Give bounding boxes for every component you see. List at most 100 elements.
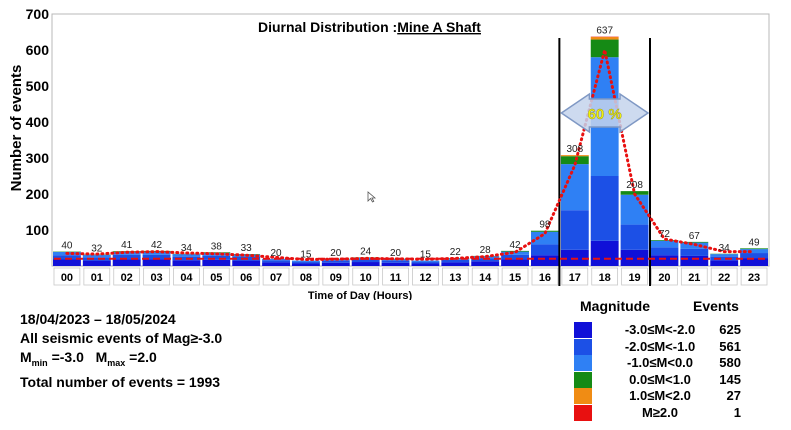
legend-header-magnitude: Magnitude [580,298,650,314]
legend-row: M≥2.0 1 [572,404,787,421]
legend-row: 0.0≤M<1.0 145 [572,371,787,388]
x-tick-label: 08 [300,272,312,284]
bar-total-label: 208 [626,180,643,191]
bar-segment [142,251,171,255]
bar-segment [710,256,739,261]
legend-events-count: 561 [719,338,741,354]
bar-segment [53,255,81,260]
x-tick-box [322,267,350,286]
bar-segment [590,176,619,241]
legend-row: -2.0≤M<-1.0 561 [572,338,787,355]
bar-total-label: 32 [91,243,103,254]
bar-total-label: 308 [566,144,583,155]
bar-total-label: 20 [271,248,283,259]
y-tick-label: 300 [26,150,50,166]
x-tick-label: 06 [240,272,252,284]
double-arrow-shape [560,92,650,134]
bar-total-label: 42 [510,240,522,251]
mmin-value: =-3.0 [47,349,84,365]
x-tick-box [83,267,111,286]
bar-segment [232,260,261,266]
chart-title-main: Diurnal Distribution : [258,19,397,35]
magnitude-range: Mmin =-3.0 Mmax =2.0 [20,348,222,373]
events-description: All seismic events of Mag≥-3.0 [20,330,223,346]
bar-segment [351,262,380,266]
bar-segment [351,259,380,263]
bar-segment [82,260,111,266]
legend-row: 1.0≤M<2.0 27 [572,388,787,404]
bar-segment [620,224,649,250]
x-tick-box [352,267,380,286]
bar-segment [740,258,768,266]
x-tick-label: 15 [509,272,521,284]
x-tick-label: 10 [360,272,372,284]
x-tick-label: 23 [748,272,760,284]
trend-line [65,49,756,262]
legend-swatch [574,322,592,338]
y-axis-label: Number of events [8,65,25,192]
x-tick-label: 07 [270,272,282,284]
percentage-annotation: 60 % [560,92,650,134]
x-tick-box [202,267,230,286]
bar-segment [142,259,171,266]
bar-segment [82,257,111,261]
bar-segment [590,39,619,58]
x-tick-box [501,267,529,286]
bar-total-label: 20 [330,248,342,259]
data-labels: 40 32 41 42 34 38 33 20 15 20 24 20 15 22 28 42 98 308 637… [61,26,760,261]
legend-events-count: 625 [719,322,741,337]
x-tick-box [173,267,200,286]
bar-segment [710,254,739,257]
annotation-text: 60 % [588,106,622,123]
bar-segment [590,240,619,266]
chart-title-site: Mine A Shaft [397,19,481,35]
bar-segment [381,262,410,266]
bar-segment [560,210,589,250]
bar-segment [471,258,500,262]
bar-segment [501,254,529,260]
legend-label: -1.0≤M<0.0 [626,355,694,370]
y-tick-label: 100 [26,222,50,238]
bar-segment [411,263,440,266]
bar-segment [112,259,141,266]
legend-label: 0.0≤M<1.0 [629,371,691,387]
trend-dotted-line [65,49,756,262]
x-tick-box [53,267,81,286]
date-range: 18/04/2023 – 18/05/2024 [20,311,176,327]
legend-label: -3.0≤M<-2.0 [624,322,696,337]
x-tick-box [441,267,469,286]
bar-segment [172,260,201,266]
x-tick-box [232,267,260,286]
legend-row: -3.0≤M<-2.0 625 [572,322,787,338]
x-tick-box [740,267,768,286]
bar-segment [411,262,440,264]
x-tick-box [143,267,170,286]
x-tick-label: 11 [390,272,402,284]
bar-total-label: 33 [241,243,253,254]
bar-segment [531,231,559,245]
x-tick-box [531,267,559,286]
bar-segment [590,37,619,40]
bar-segment [202,259,231,266]
bar-segment [650,247,679,256]
legend: Magnitude Events -3.0≤M<-2.0 625 -2.0≤M<-1… [572,298,787,428]
legend-swatch [574,355,592,371]
bar-total-label: 34 [719,243,731,254]
bar-segment [172,254,201,257]
bar-segment [650,255,679,266]
legend-events-count: 580 [719,355,741,370]
bar-total-label: 22 [450,247,462,258]
bar-segment [381,260,410,263]
x-tick-box [382,267,409,286]
bar-total-label: 637 [596,26,613,37]
x-tick-label: 13 [449,272,461,284]
legend-swatch [574,371,592,388]
bar-total-label: 38 [211,241,223,252]
x-tick-label: 05 [210,272,222,284]
bar-segment [262,260,290,263]
bar-total-label: 67 [689,231,701,242]
x-axis-label: Time of Day (Hours) [308,290,413,300]
y-tick-label: 400 [26,114,50,130]
bar-total-label: 41 [121,240,133,251]
x-tick-box [471,267,499,286]
